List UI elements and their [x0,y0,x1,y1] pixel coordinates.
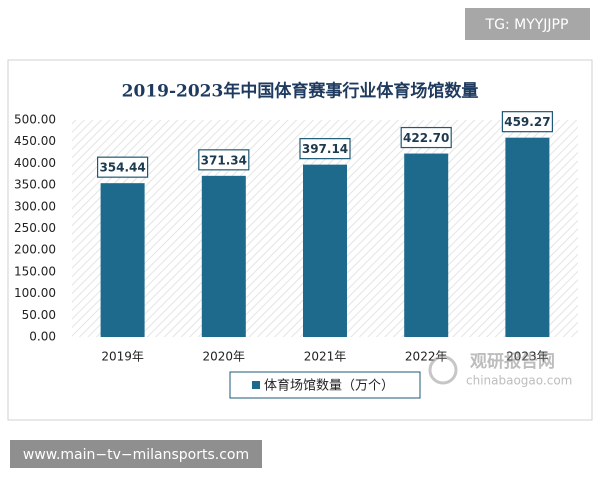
value-label-box [198,149,250,171]
legend-box [229,371,421,399]
tag-box [465,8,590,40]
site-text: www.main−tv−milansports.com [23,447,249,463]
x-tick-label: 2023年 [506,350,549,364]
site-box [10,440,262,468]
y-tick-label: 400.00 [14,156,56,170]
watermark-name: 观研报告网 [469,351,555,372]
y-tick-label: 150.00 [14,264,56,278]
legend-label: 体育场馆数量（万个） [264,378,394,394]
watermark: 观研报告网 chinabaogao.com [428,351,572,388]
y-tick-label: 0.00 [29,330,56,344]
watermark-url: chinabaogao.com [466,374,572,388]
bar [201,175,246,337]
y-tick-label: 450.00 [14,134,56,148]
bar [100,183,145,337]
value-label: 397.14 [302,142,348,156]
value-label: 371.34 [201,153,247,167]
x-tick-label: 2019年 [101,350,144,364]
value-label: 354.44 [99,161,145,175]
bar [404,153,449,337]
x-tick-label: 2020年 [203,350,246,364]
legend-swatch [252,381,260,389]
y-tick-label: 100.00 [14,286,56,300]
x-tick-label: 2021年 [304,350,347,364]
value-label: 459.27 [504,115,550,129]
y-tick-label: 500.00 [14,113,56,127]
value-label-box [400,126,452,149]
value-label: 422.70 [403,131,449,145]
y-tick-label: 50.00 [22,308,56,322]
y-tick-label: 300.00 [14,199,56,213]
value-label-box [501,111,553,133]
y-tick-label: 350.00 [14,178,56,192]
bar [303,164,347,337]
tag-text: TG: MYYJJPP [485,17,569,33]
y-tick-label: 200.00 [14,243,56,257]
chart-title: 2019-2023年中国体育赛事行业体育场馆数量 [122,81,479,102]
value-label-box [96,156,149,178]
value-label-box [299,138,351,160]
bar [505,137,550,337]
y-tick-label: 250.00 [14,221,56,235]
